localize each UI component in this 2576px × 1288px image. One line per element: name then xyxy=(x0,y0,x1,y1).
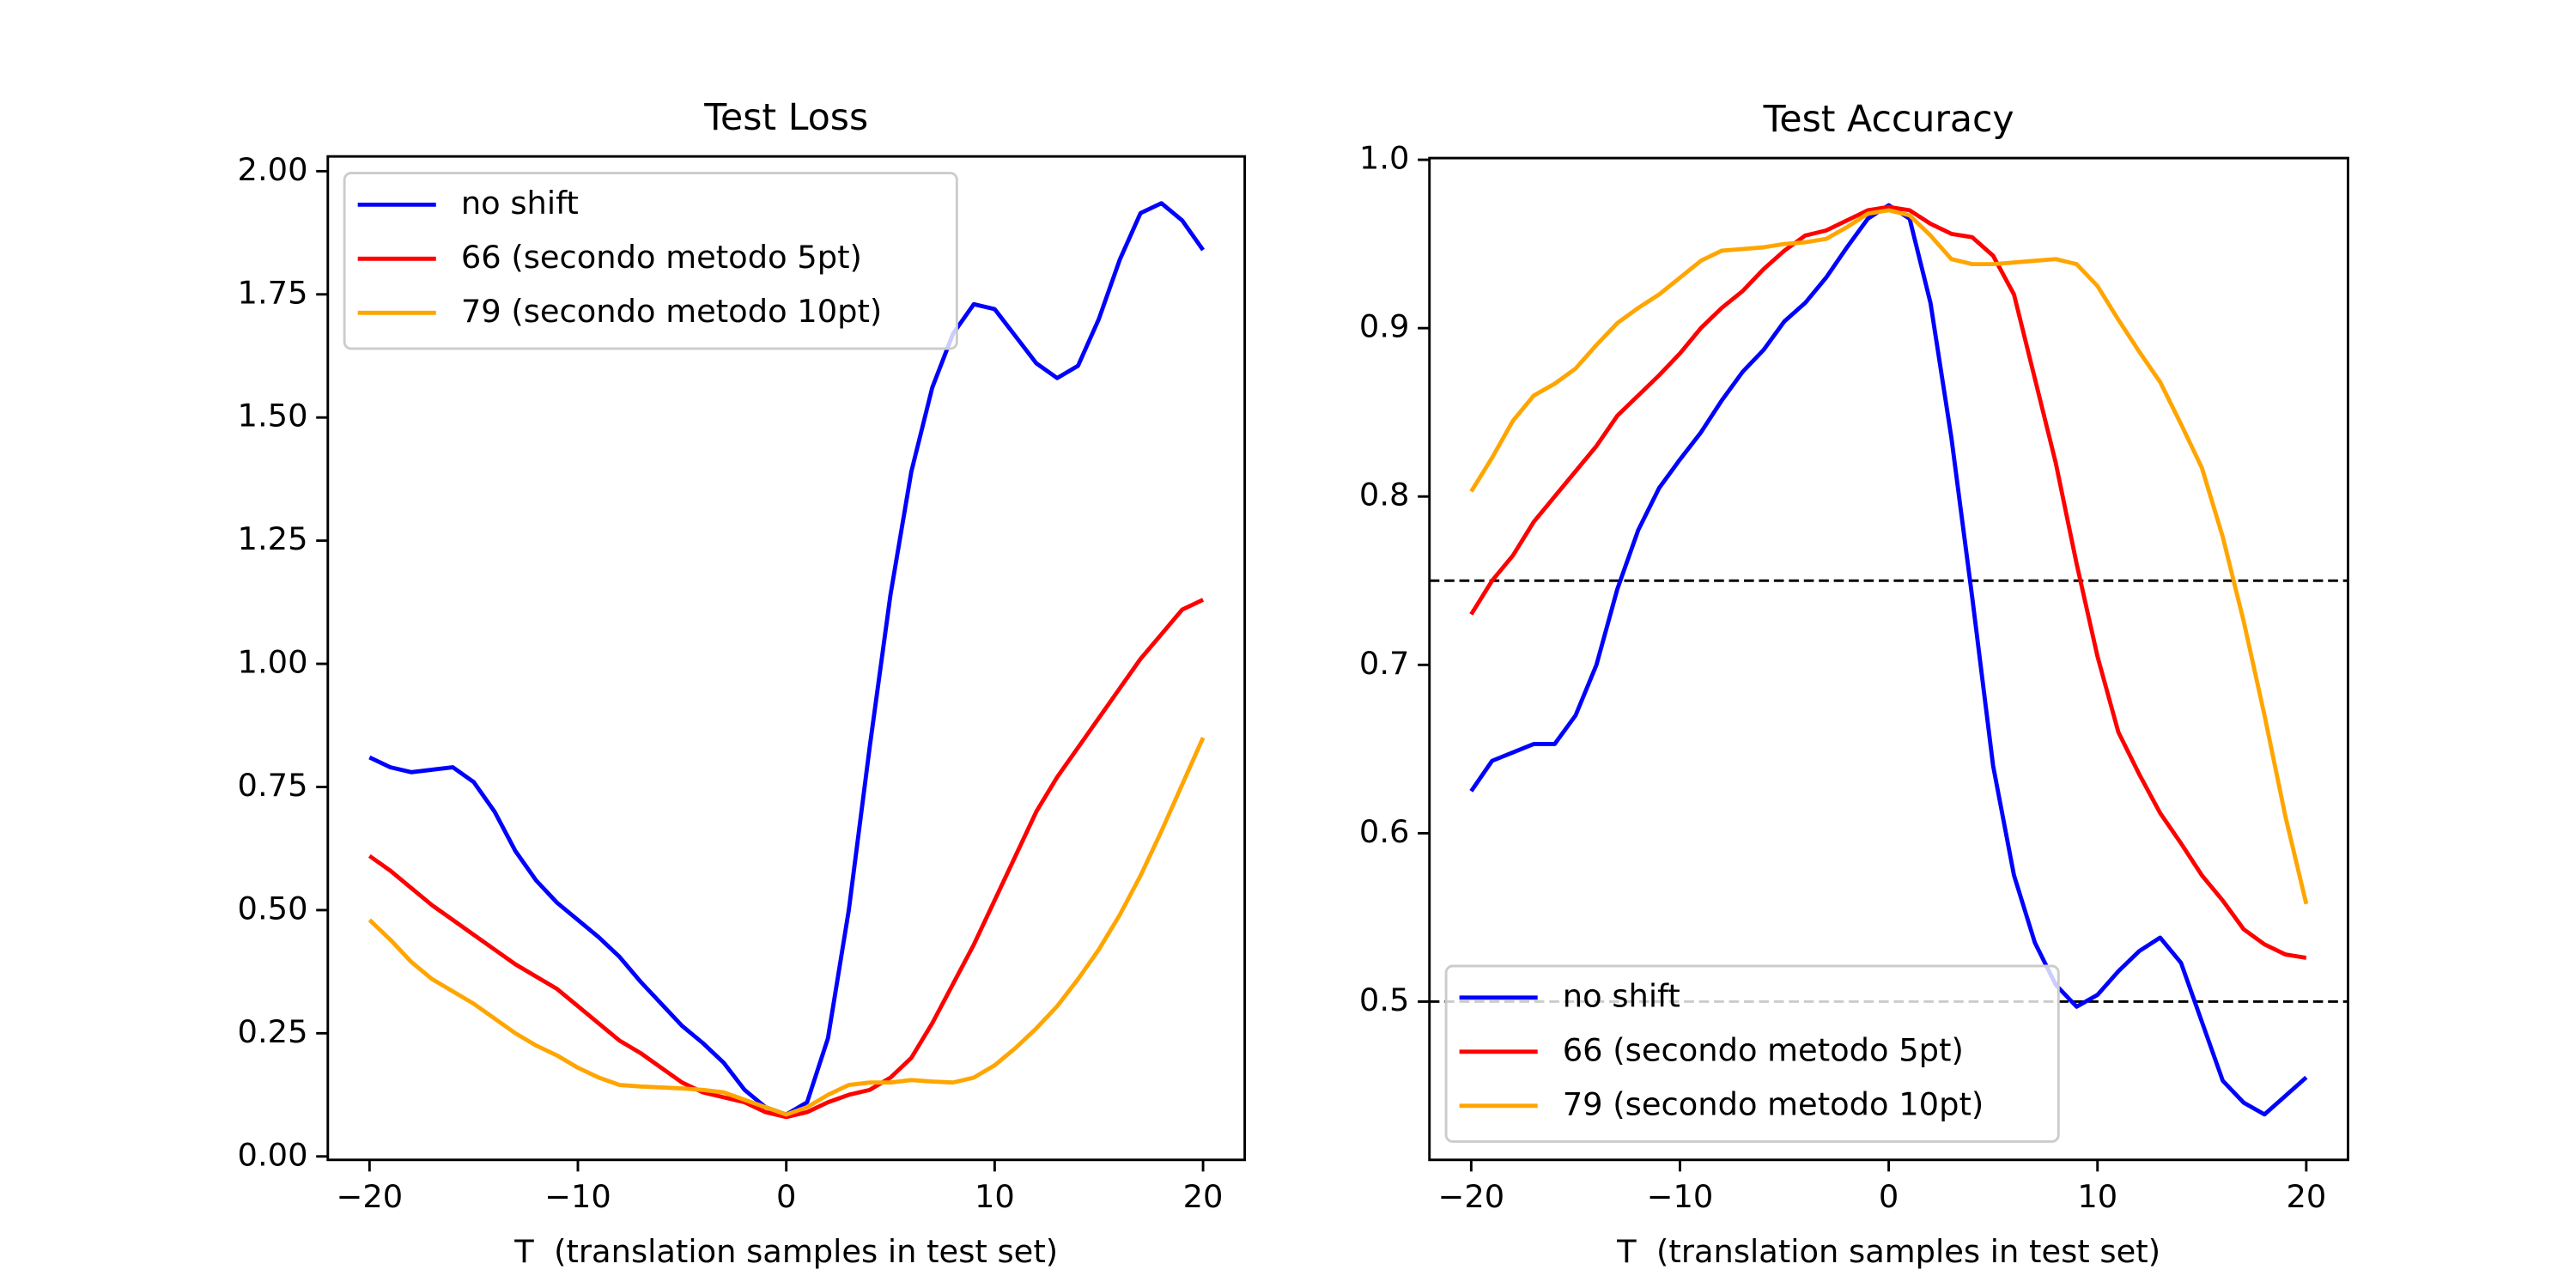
y-tick-label: 0.75 xyxy=(238,767,308,804)
axes-frame xyxy=(326,155,1247,1162)
x-tick-label: 20 xyxy=(1183,1178,1224,1215)
x-axis-label: T (translation samples in test set) xyxy=(513,1233,1058,1270)
axes-title: Test Accuracy xyxy=(1763,98,2014,141)
y-tick-label: 2.00 xyxy=(238,151,308,188)
legend-label: 79 (secondo metodo 10pt) xyxy=(461,293,882,330)
legend-label: 79 (secondo metodo 10pt) xyxy=(1563,1085,1984,1122)
y-tick-label: 0.5 xyxy=(1359,981,1410,1018)
x-tick-label: −10 xyxy=(544,1178,611,1215)
x-tick-label: −20 xyxy=(1438,1178,1505,1215)
data-line xyxy=(1469,204,2307,960)
y-tick-label: 0.9 xyxy=(1359,308,1410,345)
y-tick-label: 0.8 xyxy=(1359,477,1410,513)
data-line xyxy=(368,598,1205,1120)
x-tick-label: 0 xyxy=(1879,1178,1899,1215)
y-tick-label: 0.50 xyxy=(238,890,308,927)
legend: no shift 66 (secondo metodo 5pt) 79 (secon… xyxy=(1444,964,2060,1143)
legend-box xyxy=(343,172,958,350)
legend-label: no shift xyxy=(1563,977,1680,1014)
legend-label: no shift xyxy=(461,185,579,222)
y-tick-label: 1.75 xyxy=(238,274,308,311)
x-tick-label: 0 xyxy=(776,1178,796,1215)
axes-title: Test Loss xyxy=(703,96,868,139)
x-tick-label: −10 xyxy=(1647,1178,1714,1215)
axes-frame xyxy=(1428,156,2349,1162)
y-tick-label: 0.6 xyxy=(1359,813,1410,850)
legend-label: 66 (secondo metodo 5pt) xyxy=(1563,1031,1964,1068)
x-tick-label: 20 xyxy=(2286,1178,2326,1215)
data-line xyxy=(1469,208,2309,905)
legend-label: 66 (secondo metodo 5pt) xyxy=(461,239,862,276)
y-tick-label: 0.00 xyxy=(238,1136,308,1173)
y-tick-label: 1.0 xyxy=(1359,140,1410,177)
x-tick-label: −20 xyxy=(336,1178,403,1215)
legend: no shift 66 (secondo metodo 5pt) 79 (secon… xyxy=(343,172,958,350)
y-tick-label: 0.25 xyxy=(238,1013,308,1050)
legend-box xyxy=(1444,964,2060,1143)
x-tick-label: 10 xyxy=(975,1178,1015,1215)
y-tick-label: 1.00 xyxy=(238,644,308,681)
x-axis-label: T (translation samples in test set) xyxy=(1616,1233,2160,1270)
x-tick-label: 10 xyxy=(2077,1178,2117,1215)
data-line xyxy=(368,737,1206,1117)
axes: Test Loss T (translation samples in test … xyxy=(238,96,1247,1270)
y-tick-label: 0.7 xyxy=(1359,645,1410,682)
y-tick-label: 1.25 xyxy=(238,520,308,557)
axes: Test Accuracy T (translation samples in t… xyxy=(1359,98,2349,1270)
y-tick-label: 1.50 xyxy=(238,398,308,434)
